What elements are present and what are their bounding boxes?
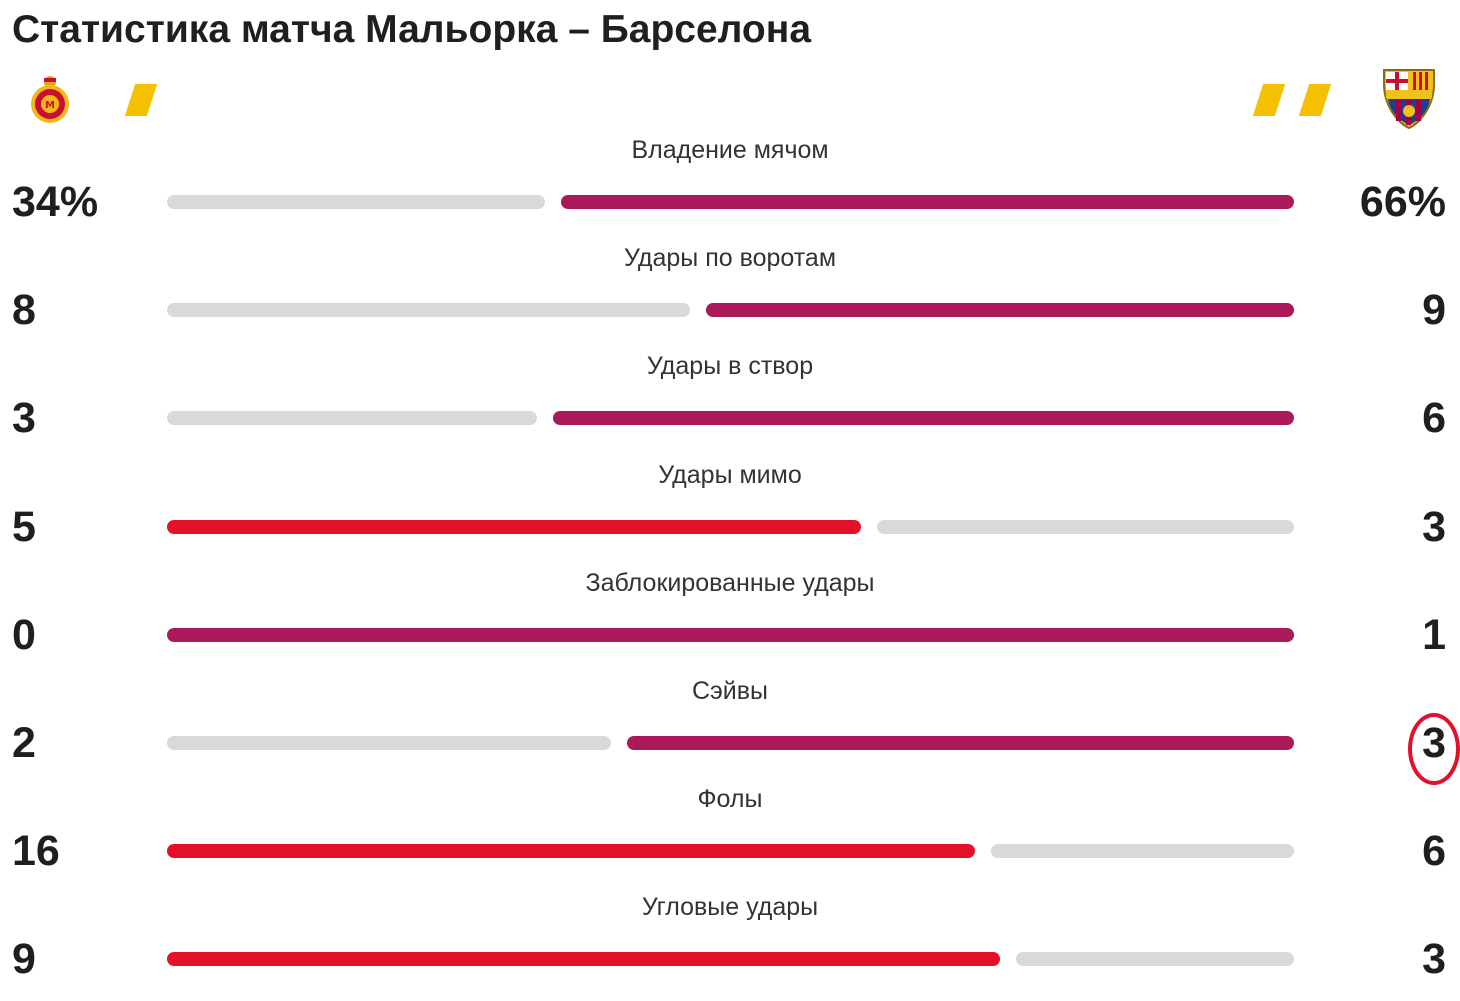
home-stat-value: 3 [12,394,36,443]
home-yellow-card-icon [124,84,158,116]
comparison-bar [167,627,1294,642]
away-bar [561,195,1294,209]
stat-label: Заблокированные удары [585,568,875,597]
away-yellow-card-icon [1298,84,1332,116]
home-bar [167,736,611,750]
home-stat-value: 0 [12,610,36,659]
away-stat-value: 9 [1422,286,1446,335]
away-stat-value: 6 [1422,827,1446,876]
away-stat-value: 6 [1422,394,1446,443]
page-title: Статистика матча Мальорка – Барселона [12,8,812,51]
stat-label: Сэйвы [691,677,769,705]
away-bar [627,736,1294,750]
stat-row: Удары в створ 3 6 [0,352,1460,460]
away-bar [1016,952,1294,967]
away-bar [877,519,1294,534]
home-stat-value: 9 [12,935,36,984]
stat-row: Угловые удары 9 3 [0,893,1460,1001]
stat-row: Фолы 16 6 [0,785,1460,893]
stat-label: Удары по воротам [623,244,837,273]
home-bar [167,195,545,209]
comparison-bar [167,844,1294,859]
svg-text:M: M [45,100,55,111]
home-bar [167,952,1000,967]
comparison-bar [167,411,1294,426]
home-bar [167,411,537,426]
stat-row: Удары по воротам 8 9 [0,244,1460,352]
home-bar [167,844,975,859]
away-stat-value: 3 [1422,935,1446,984]
comparison-bar [167,303,1294,318]
home-stat-value: 34% [12,178,99,226]
stat-label: Фолы [697,785,763,814]
away-bar [991,844,1294,859]
away-stat-value: 66% [1359,178,1446,226]
stat-label: Владение мячом [631,136,829,164]
home-bar [167,519,861,534]
home-stat-value: 16 [12,827,60,876]
highlight-circle [1408,713,1460,785]
stat-label: Удары в створ [646,352,814,381]
home-stat-value: 8 [12,286,36,335]
away-bar [553,411,1294,426]
away-stat-value: 3 [1422,502,1446,551]
stat-row: Удары мимо 5 3 [0,461,1460,569]
home-stat-value: 2 [12,719,36,767]
comparison-bar [167,952,1294,967]
stat-label: Удары мимо [658,460,802,489]
stat-label: Угловые удары [641,893,819,922]
home-bar [167,303,690,318]
away-yellow-card-icon [1252,84,1286,116]
mallorca-crest-icon: M [31,76,69,123]
home-stat-value: 5 [12,502,36,551]
stat-row: Владение мячом 34% 66% [0,136,1460,244]
comparison-bar [167,195,1294,209]
comparison-bar [167,519,1294,534]
stat-row: Заблокированные удары 0 1 [0,569,1460,677]
stat-row: Сэйвы 2 3 [0,677,1460,785]
away-bar [167,627,1294,642]
comparison-bar [167,736,1294,750]
away-stat-value: 1 [1422,610,1446,659]
away-bar [706,303,1294,318]
barcelona-crest-icon [1383,69,1435,130]
